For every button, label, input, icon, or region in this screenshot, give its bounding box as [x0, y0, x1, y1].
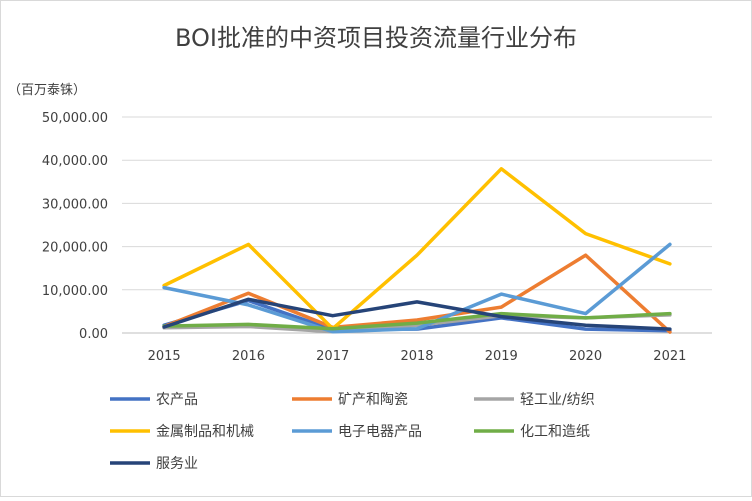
y-tick-label: 20,000.00 — [42, 241, 108, 256]
legend-item: 轻工业/纺织 — [474, 392, 595, 408]
legend-label: 农产品 — [156, 392, 198, 408]
y-tick-label: 40,000.00 — [42, 154, 108, 169]
x-tick-label: 2019 — [485, 349, 518, 364]
y-tick-label: 30,000.00 — [42, 197, 108, 212]
series-line-4 — [162, 167, 672, 331]
legend-item: 电子电器产品 — [292, 424, 422, 440]
y-tick-label: 50,000.00 — [42, 111, 108, 126]
x-axis-ticks: 2015 2016 2017 2018 2019 2020 2021 — [148, 349, 687, 364]
legend-item: 服务业 — [110, 456, 198, 472]
series-line-6 — [162, 311, 672, 331]
x-tick-label: 2015 — [148, 349, 181, 364]
legend-label: 轻工业/纺织 — [520, 392, 595, 408]
legend-label: 服务业 — [156, 456, 198, 472]
y-tick-label: 10,000.00 — [42, 284, 108, 299]
series-line-2 — [162, 253, 672, 334]
x-tick-label: 2018 — [400, 349, 433, 364]
series-line-7 — [162, 297, 672, 331]
legend-item: 农产品 — [110, 392, 198, 408]
legend-label: 金属制品和机械 — [156, 424, 254, 440]
y-tick-label: 0.00 — [79, 327, 108, 342]
legend-label: 矿产和陶瓷 — [338, 392, 408, 408]
legend-label: 化工和造纸 — [520, 424, 590, 440]
legend-label: 电子电器产品 — [338, 424, 422, 440]
legend-item: 金属制品和机械 — [110, 424, 254, 440]
gridlines — [122, 116, 712, 334]
x-tick-label: 2021 — [653, 349, 686, 364]
y-axis-unit-label: （百万泰铢） — [8, 82, 86, 98]
legend-item: 矿产和陶瓷 — [292, 392, 408, 408]
y-axis-ticks: 0.00 10,000.00 20,000.00 30,000.00 40,000.00… — [42, 111, 108, 342]
x-tick-label: 2016 — [232, 349, 265, 364]
x-tick-label: 2020 — [569, 349, 602, 364]
legend-item: 化工和造纸 — [474, 424, 590, 440]
chart-title: BOI批准的中资项目投资流量行业分布 — [175, 24, 577, 52]
x-tick-label: 2017 — [316, 349, 349, 364]
series-lines — [162, 167, 672, 334]
series-line-5 — [162, 242, 672, 334]
